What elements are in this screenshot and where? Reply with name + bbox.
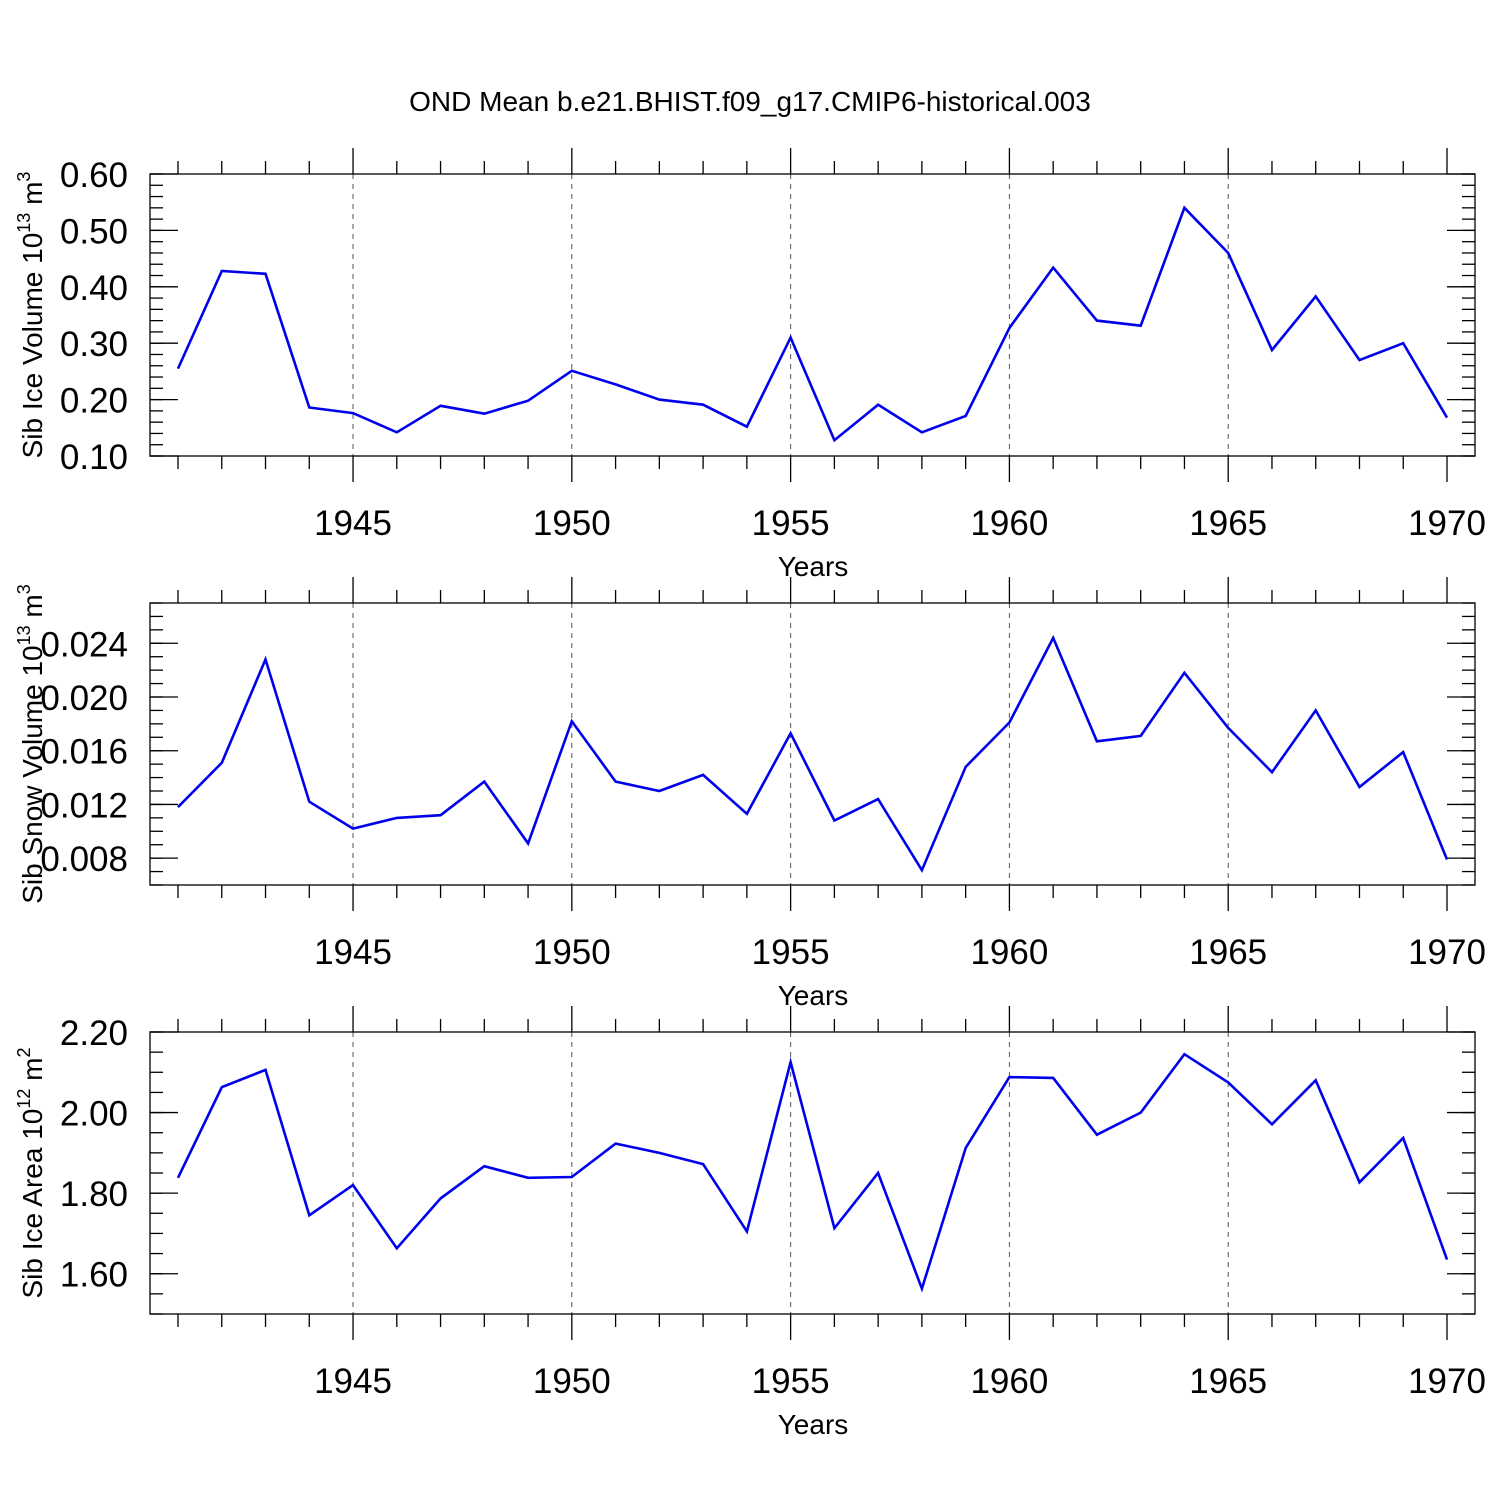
x-tick-label-1955: 1955	[752, 1362, 830, 1401]
y-tick-label-0.40: 0.40	[60, 269, 128, 308]
x-tick-label-1950: 1950	[533, 1362, 611, 1401]
y-tick-label-1.60: 1.60	[60, 1256, 128, 1295]
x-axis-label: Years	[778, 1409, 849, 1440]
x-tick-label-1945: 1945	[314, 933, 392, 972]
y-axis-label-ylabel-exp: 13	[14, 213, 34, 233]
y-tick-label-0.016: 0.016	[40, 733, 128, 772]
y-tick-label-0.30: 0.30	[60, 325, 128, 364]
x-tick-label-1960: 1960	[970, 933, 1048, 972]
x-tick-label-1970: 1970	[1408, 504, 1486, 543]
y-tick-label-0.20: 0.20	[60, 382, 128, 421]
y-tick-label-2.20: 2.20	[60, 1014, 128, 1053]
y-axis-label: Sib Snow Volume 1013 m3	[14, 584, 48, 904]
x-tick-label-1970: 1970	[1408, 1362, 1486, 1401]
figure-title: OND Mean b.e21.BHIST.f09_g17.CMIP6-histo…	[409, 86, 1091, 117]
y-tick-label-0.008: 0.008	[40, 840, 128, 879]
y-axis-label-ylabel-unit-exp: 2	[14, 1047, 34, 1057]
x-tick-label-1970: 1970	[1408, 933, 1486, 972]
y-axis-label: Sib Ice Area 1012 m2	[14, 1047, 48, 1298]
series-line-snow-volume	[177, 634, 1449, 874]
series-line-ice-area	[176, 1052, 1449, 1293]
plot-frame	[149, 173, 1476, 457]
x-tick-label-1965: 1965	[1189, 504, 1267, 543]
x-tick-label-1955: 1955	[752, 933, 830, 972]
y-tick-label-0.012: 0.012	[40, 786, 128, 825]
x-tick-label-1950: 1950	[533, 933, 611, 972]
y-tick-label-0.10: 0.10	[60, 438, 128, 477]
x-tick-label-1945: 1945	[314, 1362, 392, 1401]
y-axis-label-ylabel-unit-exp: 3	[14, 584, 34, 594]
series-line-ice-volume	[176, 205, 1449, 443]
y-axis-label-ylabel-main: Sib Ice Volume 10	[17, 233, 48, 459]
panel-ice-area: 1.60 1.80 2.00 2.20 1945 1950 1955 1960 1965 1970…	[14, 1006, 1486, 1440]
y-axis-label-ylabel-main: Sib Ice Area 10	[17, 1109, 48, 1299]
x-tick-label-1960: 1960	[970, 1362, 1048, 1401]
y-axis-label-ylabel-exp: 12	[14, 1089, 34, 1109]
y-axis-label-ylabel-main: Sib Snow Volume 10	[17, 645, 48, 903]
y-tick-label-2.00: 2.00	[60, 1095, 128, 1134]
y-tick-label-1.80: 1.80	[60, 1175, 128, 1214]
y-tick-label-0.020: 0.020	[40, 679, 128, 718]
y-axis-label-ylabel-unit-exp: 3	[14, 172, 34, 182]
y-tick-label-0.60: 0.60	[60, 156, 128, 195]
y-tick-label-0.50: 0.50	[60, 212, 128, 251]
plot-frame	[149, 1031, 1476, 1315]
x-tick-label-1945: 1945	[314, 504, 392, 543]
y-axis-label-ylabel-unit: m	[17, 182, 48, 213]
x-tick-label-1965: 1965	[1189, 1362, 1267, 1401]
x-tick-label-1955: 1955	[752, 504, 830, 543]
panel-snow-volume: 0.008 0.012 0.016 0.020 0.024 1945 1950 1955 196…	[14, 577, 1486, 1011]
panel-ice-volume: 0.10 0.20 0.30 0.40 0.50 0.60 1945 1950 1955 1960…	[14, 148, 1486, 582]
y-axis-label-ylabel-unit: m	[17, 1057, 48, 1088]
panels: 0.10 0.20 0.30 0.40 0.50 0.60 1945 1950 1955 1960…	[14, 148, 1486, 1440]
x-axis-label: Years	[778, 980, 849, 1011]
y-tick-label-0.024: 0.024	[40, 625, 128, 664]
x-tick-label-1965: 1965	[1189, 933, 1267, 972]
y-axis-label-ylabel-unit: m	[17, 594, 48, 625]
x-axis-label: Years	[778, 551, 849, 582]
x-tick-label-1960: 1960	[970, 504, 1048, 543]
plot-frame	[149, 602, 1476, 886]
x-tick-label-1950: 1950	[533, 504, 611, 543]
y-axis-label-ylabel-exp: 13	[14, 625, 34, 645]
y-axis-label: Sib Ice Volume 1013 m3	[14, 172, 48, 459]
